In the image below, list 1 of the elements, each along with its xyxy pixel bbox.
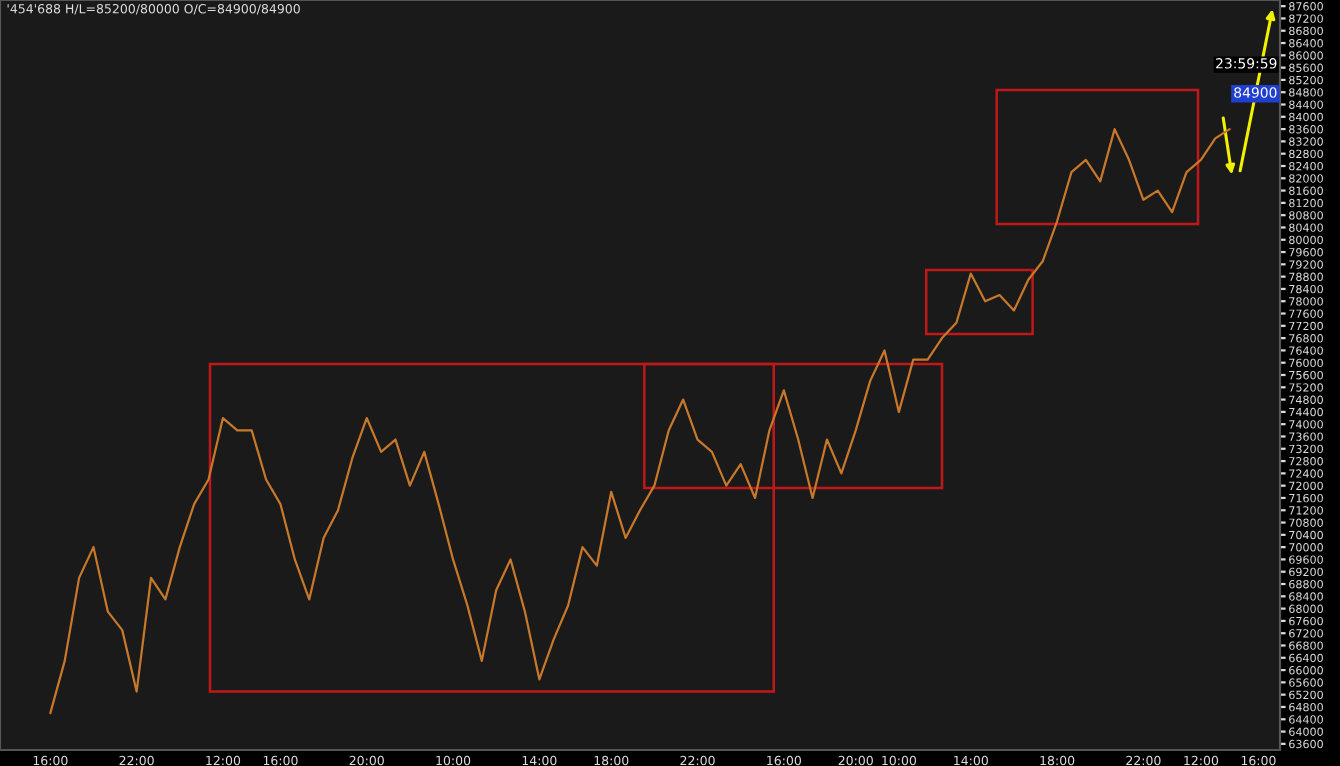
line-series — [49, 127, 1231, 715]
